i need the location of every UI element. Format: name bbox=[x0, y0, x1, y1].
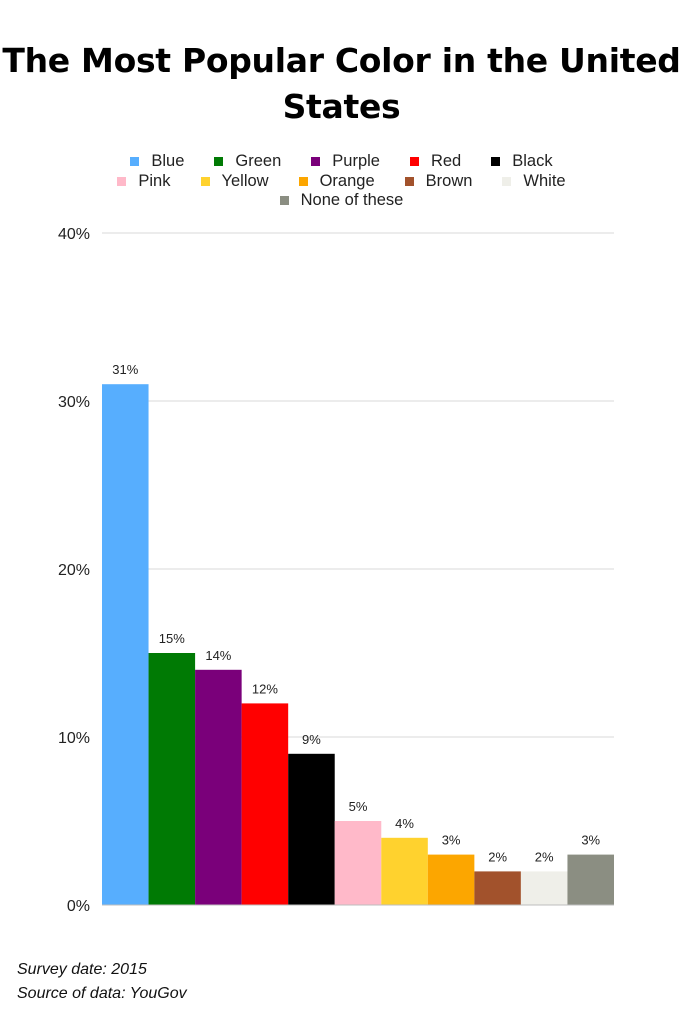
data-label: 31% bbox=[112, 362, 138, 377]
legend-swatch bbox=[279, 196, 289, 206]
data-label: 12% bbox=[252, 681, 278, 696]
legend-swatch bbox=[298, 176, 308, 186]
legend-item-blue: Blue bbox=[130, 152, 184, 172]
bar-red bbox=[241, 703, 289, 905]
legend-label: Yellow bbox=[221, 171, 269, 190]
legend-row: None of these bbox=[0, 191, 683, 211]
bar-orange bbox=[427, 854, 475, 905]
legend-item-green: Green bbox=[214, 152, 281, 172]
legend-item-black: Black bbox=[491, 152, 553, 172]
legend-item-none-of-these: None of these bbox=[279, 191, 404, 211]
bar-green bbox=[148, 653, 196, 905]
legend-swatch bbox=[214, 157, 224, 167]
legend-item-pink: Pink bbox=[117, 171, 171, 192]
legend-item-orange: Orange bbox=[298, 171, 375, 192]
legend-label: Red bbox=[430, 152, 462, 170]
y-tick-label: 10% bbox=[58, 730, 90, 747]
data-label: 9% bbox=[302, 732, 321, 747]
legend-label: White bbox=[523, 171, 566, 190]
survey-date: Survey date: 2015 bbox=[17, 961, 147, 978]
legend-label: Orange bbox=[319, 171, 375, 190]
legend-swatch bbox=[200, 176, 210, 186]
y-tick-label: 20% bbox=[58, 562, 90, 579]
data-label: 15% bbox=[159, 631, 185, 646]
legend-row: Pink Yellow Orange Brown White bbox=[0, 172, 683, 192]
bar-blue bbox=[102, 384, 149, 905]
legend-label: None of these bbox=[300, 191, 404, 209]
data-label: 4% bbox=[395, 816, 414, 831]
legend-item-purple: Purple bbox=[311, 152, 380, 172]
legend-item-white: White bbox=[502, 171, 566, 192]
y-tick-label: 30% bbox=[58, 394, 90, 411]
legend-item-yellow: Yellow bbox=[200, 171, 269, 192]
data-label: 5% bbox=[349, 799, 368, 814]
chart-title: The Most Popular Color in the United Sta… bbox=[2, 41, 681, 126]
data-source: Source of data: YouGov bbox=[17, 985, 187, 1002]
legend-label: Purple bbox=[332, 152, 380, 170]
bar-purple bbox=[195, 669, 242, 905]
data-label: 3% bbox=[442, 833, 461, 848]
legend-label: Green bbox=[235, 152, 282, 170]
legend-swatch bbox=[404, 176, 414, 186]
legend-swatch bbox=[491, 157, 501, 167]
bar-brown bbox=[474, 871, 521, 905]
legend-label: Brown bbox=[425, 171, 473, 190]
legend-swatch bbox=[130, 157, 140, 167]
chart-legend: Blue Green Purple Red Black Pink Yellow Orange B… bbox=[0, 152, 683, 211]
bar-pink bbox=[334, 821, 382, 905]
legend-swatch bbox=[502, 176, 512, 186]
data-label: 2% bbox=[488, 849, 507, 864]
data-label: 3% bbox=[581, 833, 600, 848]
legend-swatch bbox=[117, 176, 127, 186]
bar-none-of-these bbox=[567, 854, 614, 905]
bar-white bbox=[520, 871, 568, 905]
legend-label: Blue bbox=[151, 152, 185, 170]
footnote: Survey date: 2015 Source of data: YouGov bbox=[17, 958, 187, 1006]
legend-label: Pink bbox=[138, 171, 171, 190]
y-tick-label: 40% bbox=[58, 226, 90, 243]
legend-label: Black bbox=[512, 152, 553, 170]
data-label: 14% bbox=[205, 648, 231, 663]
y-tick-label: 0% bbox=[67, 898, 90, 915]
bar-black bbox=[288, 753, 335, 905]
legend-item-red: Red bbox=[409, 152, 462, 172]
legend-swatch bbox=[409, 157, 419, 167]
data-label: 2% bbox=[535, 849, 554, 864]
legend-swatch bbox=[311, 157, 321, 167]
legend-item-brown: Brown bbox=[404, 171, 473, 192]
bar-yellow bbox=[381, 837, 428, 905]
legend-row: Blue Green Purple Red Black bbox=[0, 152, 683, 172]
